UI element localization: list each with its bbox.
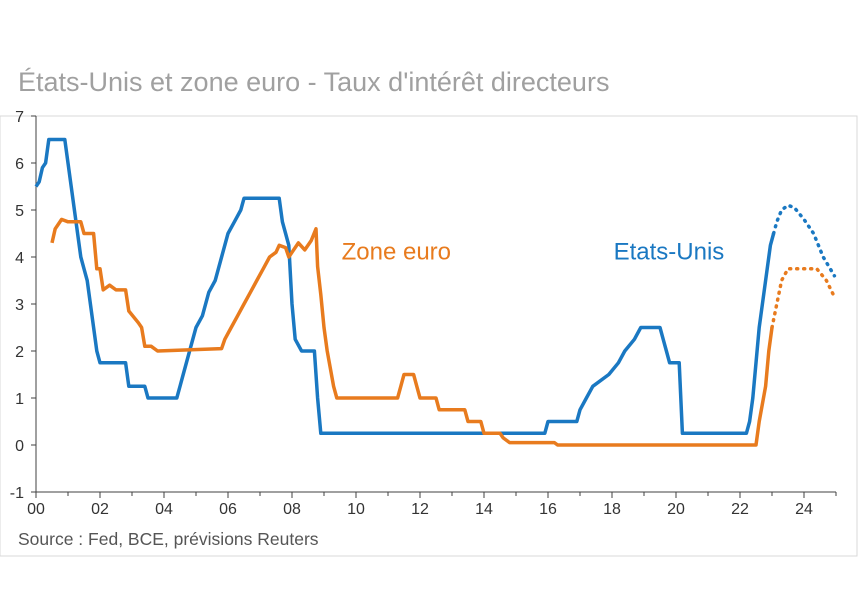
- series-line-us: [34, 137, 776, 436]
- series-label-euro: Zone euro: [342, 238, 451, 265]
- y-tick-label: 0: [15, 438, 24, 455]
- chart-border: [0, 115, 858, 557]
- x-tick-label: 18: [603, 501, 621, 518]
- y-tick-label: -1: [10, 485, 24, 502]
- series-lines: [34, 137, 837, 447]
- series-label-us: Etats-Unis: [614, 238, 725, 265]
- axes: [35, 116, 836, 493]
- y-tick-label: 2: [15, 344, 24, 361]
- series-line-euro: [50, 217, 774, 447]
- x-axis-ticks: 00 02 04 06 08 10 12 14 16 18 20 22 24: [27, 492, 837, 518]
- x-tick-label: 20: [667, 501, 685, 518]
- x-tick-label: 24: [795, 501, 813, 518]
- y-tick-label: 6: [15, 156, 24, 173]
- x-tick-label: 14: [475, 501, 493, 518]
- series-labels: Etats-Unis Zone euro: [342, 238, 725, 265]
- y-axis-ticks: -1 0 1 2 3 4 5 6 7: [10, 109, 36, 502]
- chart-title: États-Unis et zone euro - Taux d'intérêt…: [18, 67, 609, 97]
- plot-frame: [0, 115, 858, 557]
- x-tick-label: 06: [219, 501, 237, 518]
- x-tick-label: 00: [27, 501, 45, 518]
- x-tick-label: 08: [283, 501, 301, 518]
- y-tick-label: 7: [15, 109, 24, 126]
- x-tick-label: 02: [91, 501, 109, 518]
- x-tick-label: 22: [731, 501, 749, 518]
- x-tick-label: 10: [347, 501, 365, 518]
- series-forecast-us: [771, 203, 837, 278]
- y-tick-label: 5: [15, 203, 24, 220]
- source-note: Source : Fed, BCE, prévisions Reuters: [18, 529, 319, 549]
- x-tick-label: 16: [539, 501, 557, 518]
- y-tick-label: 3: [15, 297, 24, 314]
- x-tick-label: 12: [411, 501, 429, 518]
- x-tick-label: 04: [155, 501, 173, 518]
- y-tick-label: 4: [15, 250, 24, 267]
- series-forecast-euro: [770, 267, 837, 330]
- y-tick-label: 1: [15, 391, 24, 408]
